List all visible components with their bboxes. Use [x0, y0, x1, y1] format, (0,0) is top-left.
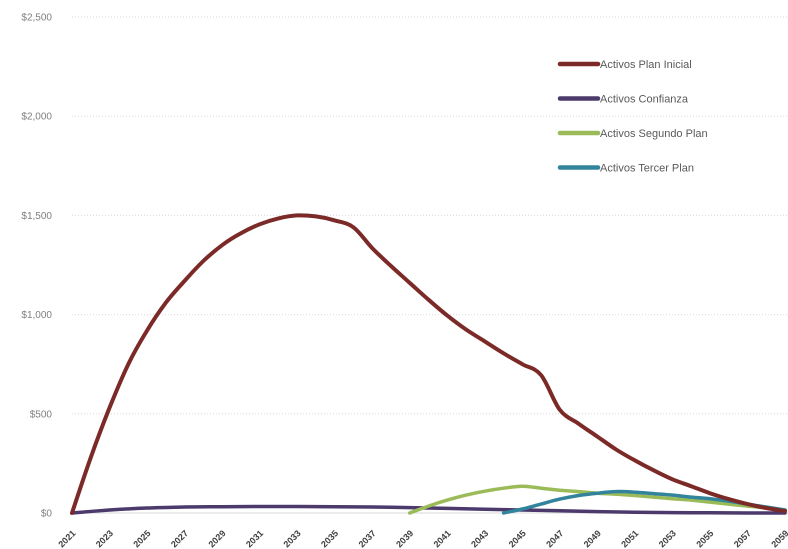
x-tick-label: 2037	[357, 528, 378, 549]
x-tick-label: 2057	[732, 528, 753, 549]
y-tick-label: $1,000	[21, 310, 52, 321]
legend: Activos Plan Inicial Activos Confianza Act…	[557, 59, 708, 175]
legend-label-activos-plan-inicial: Activos Plan Inicial	[600, 59, 692, 71]
series-line-activos-confianza	[70, 504, 787, 515]
legend-label-activos-tercer-plan: Activos Tercer Plan	[600, 163, 694, 175]
x-tick-label: 2021	[56, 528, 77, 549]
x-tick-label: 2027	[169, 528, 190, 549]
x-tick-label: 2059	[769, 528, 788, 549]
y-tick-label: $2,500	[21, 13, 52, 24]
x-tick-label: 2039	[394, 528, 415, 549]
series-line-activos-plan-inicial	[70, 213, 787, 515]
x-tick-label: 2051	[619, 528, 640, 549]
legend-label-activos-confianza: Activos Confianza	[600, 94, 689, 106]
x-tick-label: 2053	[657, 528, 678, 549]
x-tick-label: 2055	[694, 528, 715, 549]
x-axis-tick-labels: 2021 2023 2025 2027 2029 2031 2033 2035 2037 2039…	[56, 528, 788, 549]
x-tick-label: 2043	[469, 528, 490, 549]
x-tick-label: 2049	[582, 528, 603, 549]
x-tick-label: 2029	[206, 528, 227, 549]
gridlines	[72, 16, 788, 514]
series-lines	[70, 213, 787, 515]
x-tick-label: 2047	[544, 528, 565, 549]
legend-label-activos-segundo-plan: Activos Segundo Plan	[600, 128, 708, 140]
x-tick-label: 2035	[319, 528, 340, 549]
x-tick-label: 2031	[244, 528, 265, 549]
y-tick-label: $500	[30, 409, 53, 420]
y-tick-label: $2,000	[21, 112, 52, 123]
y-tick-label: $1,500	[21, 211, 52, 222]
y-axis-tick-labels: $0 $500 $1,000 $1,500 $2,000 $2,500	[21, 13, 52, 520]
x-tick-label: 2045	[507, 528, 528, 549]
x-tick-label: 2041	[432, 528, 453, 549]
x-tick-label: 2023	[94, 528, 115, 549]
y-tick-label: $0	[41, 509, 53, 520]
x-tick-label: 2025	[131, 528, 152, 549]
x-tick-label: 2033	[282, 528, 303, 549]
